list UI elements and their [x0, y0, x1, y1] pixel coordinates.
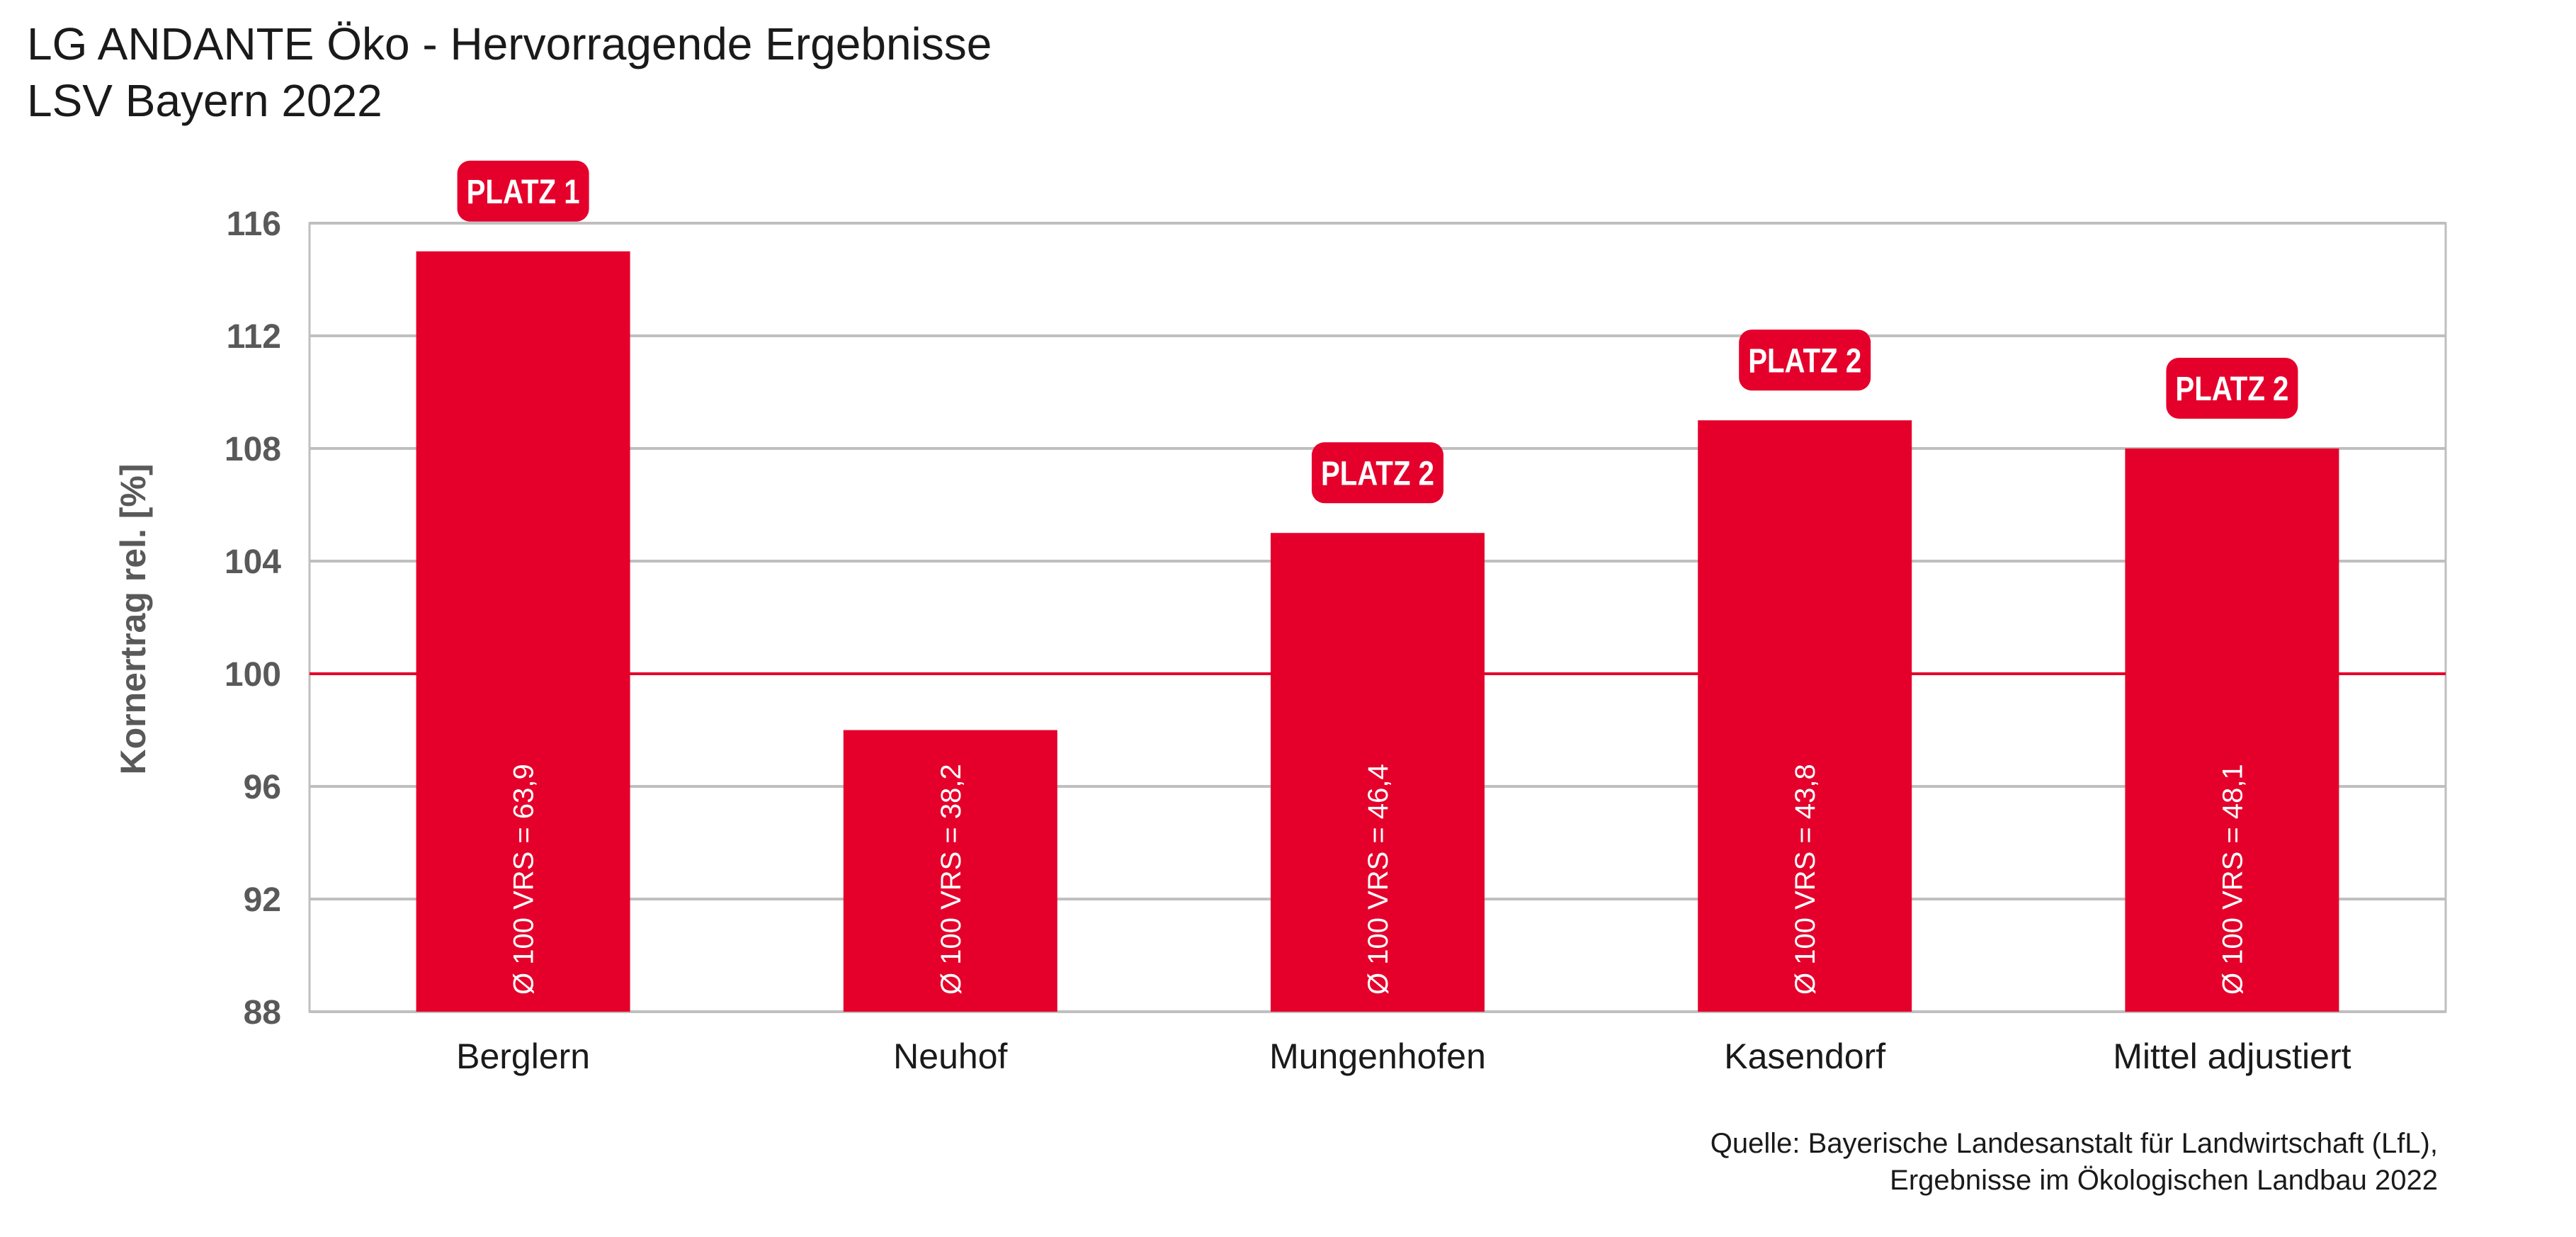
rank-badge — [2166, 358, 2298, 419]
rank-badge-label: PLATZ 2 — [1748, 342, 1861, 380]
bar — [416, 251, 630, 1012]
bars — [416, 251, 2339, 1012]
bar-value-label: Ø 100 VRS = 46,4 — [1363, 764, 1394, 995]
rank-badge — [1312, 442, 1443, 504]
rank-badge-label: PLATZ 1 — [467, 174, 580, 211]
y-tick-label: 104 — [225, 543, 281, 581]
chart-title: LG ANDANTE Öko - Hervorragende Ergebniss… — [27, 16, 992, 129]
y-tick-label: 100 — [225, 656, 281, 694]
bar-value-label: Ø 100 VRS = 43,8 — [1790, 764, 1821, 995]
source-note: Quelle: Bayerische Landesanstalt für Lan… — [1710, 1125, 2438, 1199]
title-line-1: LG ANDANTE Öko - Hervorragende Ergebniss… — [27, 18, 992, 69]
title-line-2: LSV Bayern 2022 — [27, 75, 382, 126]
x-category-label: Berglern — [456, 1037, 590, 1076]
y-tick-label: 92 — [244, 881, 281, 919]
bar — [843, 730, 1057, 1012]
rank-badge-label: PLATZ 2 — [2175, 371, 2288, 408]
bar — [1698, 420, 1912, 1012]
bar-value-label: Ø 100 VRS = 63,9 — [509, 764, 540, 995]
x-category-label: Mittel adjustiert — [2113, 1037, 2351, 1076]
bar-value-label: Ø 100 VRS = 38,2 — [936, 764, 967, 995]
labels: 88 92 96 100 104 108 112 116 Ø 100 VRS = 63,9 Ber… — [225, 160, 2351, 1076]
y-tick-label: 112 — [227, 318, 281, 356]
x-category-label: Neuhof — [893, 1037, 1007, 1076]
y-tick-label: 88 — [244, 994, 281, 1032]
x-category-label: Mungenhofen — [1269, 1037, 1486, 1076]
source-line-2: Ergebnisse im Ökologischen Landbau 2022 — [1890, 1165, 2438, 1196]
y-axis-label: Kornertrag rel. [%] — [113, 464, 153, 775]
rank-badge — [1739, 329, 1871, 391]
rank-badge — [457, 160, 589, 222]
bar — [2125, 448, 2339, 1012]
rank-badge-label: PLATZ 2 — [1321, 455, 1434, 492]
x-category-label: Kasendorf — [1724, 1037, 1885, 1076]
source-line-1: Quelle: Bayerische Landesanstalt für Lan… — [1710, 1128, 2438, 1159]
bar — [1271, 533, 1485, 1012]
y-tick-label: 96 — [244, 769, 281, 806]
y-tick-label: 116 — [227, 205, 281, 243]
bar-value-label: Ø 100 VRS = 48,1 — [2217, 764, 2248, 995]
y-tick-label: 108 — [225, 431, 281, 468]
